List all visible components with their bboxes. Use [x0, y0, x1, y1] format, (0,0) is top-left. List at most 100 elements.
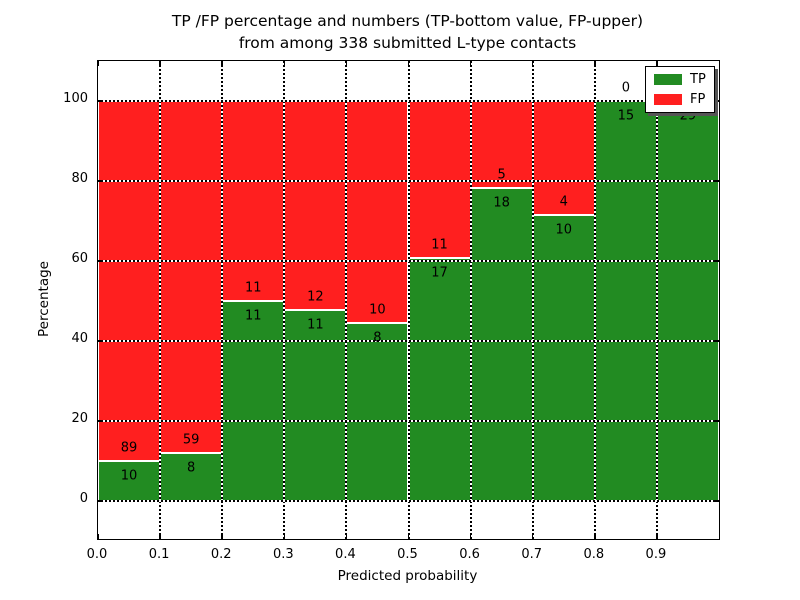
vertical-gridline: [159, 61, 162, 539]
y-tick-mark: [714, 260, 719, 262]
x-tick-label: 0.2: [210, 547, 232, 562]
bar-label-tp-count: 11: [307, 317, 324, 333]
bar-segment-fp: [284, 101, 347, 310]
y-tick-mark: [714, 100, 719, 102]
bar-label-tp-count: 17: [431, 265, 448, 281]
x-tick-label: 0.1: [148, 547, 170, 562]
bar-segment-fp: [346, 101, 409, 324]
legend: TP FP: [645, 66, 715, 113]
x-tick-label: 0.7: [521, 547, 543, 562]
x-axis-label: Predicted probability: [337, 568, 478, 584]
horizontal-gridline: [98, 100, 719, 102]
x-tick-label: 0.4: [335, 547, 356, 562]
x-tick-label: 0.3: [272, 547, 294, 562]
bar-label-tp-count: 10: [120, 468, 138, 484]
legend-swatch-tp-icon: [654, 74, 682, 85]
y-tick-mark: [714, 340, 719, 342]
y-tick-label: 20: [71, 411, 88, 426]
bar-segment-tp: [98, 460, 161, 501]
horizontal-gridline: [98, 500, 719, 502]
y-tick-mark: [98, 420, 103, 422]
bar-segment-tp: [284, 309, 347, 501]
plot-area: 1089859111111128101711185104150290: [97, 60, 720, 540]
bar-label-fp-count: 11: [431, 237, 448, 253]
x-tick-label: 0.6: [459, 547, 480, 562]
y-tick-label: 100: [63, 91, 88, 106]
x-tick-mark: [283, 61, 286, 66]
y-tick-mark: [98, 100, 103, 102]
legend-entry-fp: FP: [654, 93, 706, 106]
bar-label-tp-count: 8: [373, 330, 382, 346]
legend-entry-tp: TP: [654, 73, 706, 86]
bar-segment-fp: [98, 101, 161, 461]
bar-label-tp-count: 8: [187, 460, 196, 476]
horizontal-gridline: [98, 420, 719, 422]
bar-label-fp-count: 11: [244, 280, 262, 296]
x-tick-mark: [407, 61, 410, 66]
bar-label-fp-count: 0: [621, 80, 630, 96]
bar-segment-fp: [160, 101, 223, 454]
bar-label-tp-count: 11: [244, 308, 262, 324]
x-tick-mark: [97, 534, 99, 539]
x-tick-mark: [159, 534, 161, 539]
x-tick-mark: [407, 534, 410, 539]
bar-segment-tp: [408, 258, 471, 501]
y-tick-mark: [714, 420, 719, 422]
x-tick-mark: [221, 534, 223, 539]
bar-label-fp-count: 89: [120, 440, 138, 456]
legend-label-fp: FP: [690, 92, 706, 107]
y-tick-mark: [714, 180, 719, 182]
x-tick-mark: [159, 61, 161, 66]
bar-segment-tp: [160, 453, 223, 501]
horizontal-gridline: [98, 260, 719, 262]
legend-label-tp: TP: [690, 72, 706, 87]
y-tick-label: 80: [71, 171, 88, 186]
vertical-gridline: [531, 61, 534, 539]
bar-segment-tp: [346, 323, 409, 501]
x-tick-mark: [283, 534, 286, 539]
y-tick-mark: [98, 340, 103, 342]
x-tick-mark: [469, 534, 472, 539]
bar-label-tp-count: 18: [493, 195, 510, 211]
x-tick-mark: [531, 61, 534, 66]
y-tick-label: 60: [71, 251, 88, 266]
bar-label-fp-count: 5: [497, 167, 506, 183]
x-tick-mark: [531, 534, 534, 539]
x-tick-mark: [656, 61, 658, 66]
vertical-gridline: [345, 61, 348, 539]
vertical-gridline: [593, 61, 596, 539]
vertical-gridline: [469, 61, 472, 539]
x-tick-mark: [345, 534, 348, 539]
chart-title: TP /FP percentage and numbers (TP-bottom…: [97, 10, 718, 54]
bar-label-tp-count: 15: [617, 108, 635, 124]
x-tick-mark: [221, 61, 223, 66]
x-tick-mark: [97, 61, 99, 66]
bar-label-fp-count: 12: [307, 289, 324, 305]
bar-segment-tp: [532, 215, 595, 501]
y-tick-mark: [98, 500, 103, 502]
chart-title-line2: from among 338 submitted L-type contacts: [238, 34, 577, 52]
x-tick-mark: [594, 534, 596, 539]
vertical-gridline: [407, 61, 410, 539]
horizontal-gridline: [98, 180, 719, 182]
bar-label-fp-count: 4: [559, 194, 568, 210]
bar-segment-tp: [470, 187, 533, 501]
x-tick-label: 0.8: [583, 547, 605, 562]
y-tick-label: 0: [79, 491, 88, 506]
y-tick-label: 40: [71, 331, 88, 346]
x-tick-label: 0.5: [397, 547, 418, 562]
x-tick-mark: [594, 61, 596, 66]
x-tick-label: 0.0: [86, 547, 108, 562]
bar-segment-tp: [222, 301, 285, 501]
vertical-gridline: [283, 61, 286, 539]
y-tick-mark: [98, 180, 103, 182]
bar-label-tp-count: 10: [555, 222, 573, 238]
bar-segment-fp: [222, 101, 285, 301]
x-tick-mark: [345, 61, 348, 66]
bar-label-fp-count: 59: [182, 432, 200, 448]
y-tick-mark: [714, 500, 719, 502]
y-tick-mark: [98, 260, 103, 262]
bar-label-fp-count: 10: [369, 302, 386, 318]
chart-title-line1: TP /FP percentage and numbers (TP-bottom…: [171, 12, 644, 30]
